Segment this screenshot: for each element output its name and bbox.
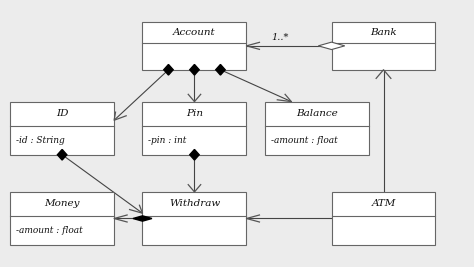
Text: ID: ID: [56, 109, 68, 118]
Text: Money: Money: [45, 199, 80, 208]
Text: Account: Account: [173, 28, 216, 37]
Text: Bank: Bank: [370, 28, 397, 37]
Bar: [143, 102, 246, 155]
Polygon shape: [57, 150, 67, 160]
Polygon shape: [216, 64, 225, 75]
Polygon shape: [318, 42, 345, 50]
Text: -pin : int: -pin : int: [148, 136, 187, 145]
Bar: [10, 192, 114, 245]
Polygon shape: [164, 64, 173, 75]
Text: ATM: ATM: [371, 199, 396, 208]
Text: 1..*: 1..*: [271, 33, 288, 42]
Text: Pin: Pin: [186, 109, 203, 118]
Text: Balance: Balance: [296, 109, 338, 118]
Bar: [143, 192, 246, 245]
Bar: [143, 22, 246, 70]
Text: Withdraw: Withdraw: [169, 199, 220, 208]
Text: -id : String: -id : String: [16, 136, 64, 145]
Bar: [265, 102, 369, 155]
Polygon shape: [133, 216, 152, 221]
Text: -amount : float: -amount : float: [271, 136, 338, 145]
Bar: [10, 102, 114, 155]
Bar: [331, 192, 436, 245]
Bar: [331, 22, 436, 70]
Polygon shape: [190, 64, 199, 75]
Text: -amount : float: -amount : float: [16, 226, 82, 235]
Polygon shape: [190, 150, 199, 160]
